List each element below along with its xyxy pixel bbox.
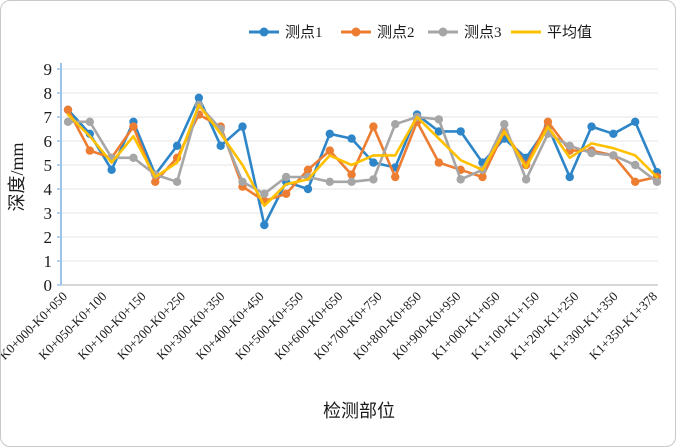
series-marker-2 <box>151 177 160 186</box>
series-marker-2 <box>478 172 487 182</box>
x-tick-label: K1+350-K1+378 <box>586 289 660 363</box>
legend-label-4: 平均值 <box>547 24 592 41</box>
series-marker-3 <box>456 175 465 184</box>
series-marker-3 <box>500 120 509 129</box>
legend-label-3: 测点3 <box>464 24 502 41</box>
series-marker-1 <box>434 127 444 136</box>
series-marker-1 <box>456 127 465 136</box>
y-tick-label: 6 <box>44 132 53 151</box>
x-tick-label: K0+300-K0+350 <box>153 289 227 363</box>
x-tick-label: K1+100-K1+150 <box>468 289 542 363</box>
x-tick-label: K0+900-K0+950 <box>389 289 463 363</box>
x-tick-label: K1+300-K1+350 <box>547 289 621 363</box>
legend-label-1: 测点1 <box>285 24 323 41</box>
x-tick-label: K0+050-K0+100 <box>35 289 109 363</box>
series-marker-2 <box>369 122 378 131</box>
x-tick-label: K0+700-K0+750 <box>311 289 385 363</box>
series-marker-1 <box>347 134 356 143</box>
series-marker-1 <box>609 129 618 138</box>
series-marker-1 <box>194 93 204 103</box>
series-marker-3 <box>434 115 444 124</box>
series-marker-2 <box>543 117 553 127</box>
series-marker-3 <box>347 177 356 186</box>
x-tick-label: K0+800-K0+850 <box>350 289 424 363</box>
x-axis-title: 检测部位 <box>323 401 395 421</box>
y-tick-label: 0 <box>44 276 53 295</box>
y-tick-label: 7 <box>44 108 53 127</box>
legend-marker-2 <box>351 27 361 37</box>
series-marker-2 <box>630 177 640 186</box>
legend-marker-3 <box>438 27 448 37</box>
series-marker-3 <box>521 175 531 184</box>
legend-marker-1 <box>259 27 269 37</box>
series-marker-2 <box>281 189 291 198</box>
series-marker-1 <box>303 184 313 194</box>
series-marker-2 <box>85 146 95 155</box>
series-marker-1 <box>107 165 116 174</box>
series-marker-2 <box>325 146 334 155</box>
series-marker-3 <box>238 177 247 186</box>
series-marker-2 <box>303 165 313 174</box>
series-marker-3 <box>391 120 400 129</box>
series-marker-3 <box>652 177 662 186</box>
series-marker-3 <box>260 189 269 198</box>
series-marker-2 <box>129 122 138 131</box>
y-tick-label: 3 <box>44 204 53 223</box>
series-marker-1 <box>216 141 225 150</box>
series-marker-3 <box>129 153 138 162</box>
x-tick-label: K1+200-K1+250 <box>507 289 581 363</box>
y-tick-label: 8 <box>44 84 53 103</box>
y-tick-label: 5 <box>44 156 53 175</box>
series-marker-1 <box>172 141 182 150</box>
series-marker-2 <box>347 170 356 179</box>
series-marker-1 <box>587 122 596 131</box>
series-marker-3 <box>325 177 334 186</box>
series-marker-3 <box>172 177 182 186</box>
series-marker-3 <box>369 175 378 184</box>
series-marker-3 <box>63 117 73 127</box>
series-marker-1 <box>369 158 378 167</box>
series-marker-2 <box>63 105 73 115</box>
series-marker-1 <box>260 220 269 230</box>
series-marker-2 <box>391 172 400 182</box>
series-line-4 <box>66 103 659 208</box>
x-tick-label: K0+100-K0+150 <box>75 289 149 363</box>
series-marker-3 <box>609 151 618 160</box>
x-tick-label: K0+500-K0+550 <box>232 289 306 363</box>
y-axis-title: 深度/mm <box>7 142 27 211</box>
x-tick-label: K0+400-K0+450 <box>193 289 267 363</box>
y-tick-label: 9 <box>44 60 53 79</box>
series-line-3 <box>66 103 659 196</box>
x-tick-label: K0+200-K0+250 <box>114 289 188 363</box>
x-tick-label: K0+600-K0+650 <box>271 289 345 363</box>
series-marker-1 <box>565 172 574 182</box>
series-marker-1 <box>238 122 247 131</box>
legend-label-2: 测点2 <box>377 24 415 41</box>
y-tick-label: 4 <box>44 180 53 199</box>
series-marker-1 <box>630 117 640 127</box>
series-marker-3 <box>587 148 596 158</box>
y-tick-label: 1 <box>44 252 53 271</box>
series-marker-1 <box>325 129 334 138</box>
x-tick-label: K1+000-K1+050 <box>429 289 503 363</box>
series-marker-3 <box>630 160 640 170</box>
series-marker-2 <box>434 158 444 167</box>
series-marker-3 <box>85 117 95 127</box>
series-marker-3 <box>565 141 574 150</box>
series-marker-3 <box>281 172 291 182</box>
y-tick-label: 2 <box>44 228 53 247</box>
